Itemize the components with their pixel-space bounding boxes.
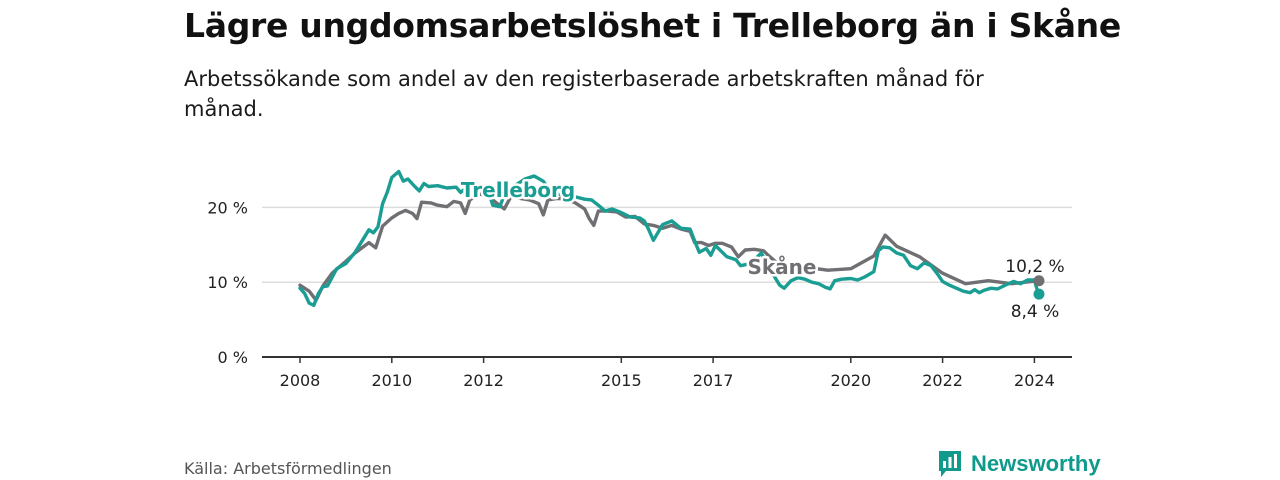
chart-title: Lägre ungdomsarbetslöshet i Trelleborg ä… [184,6,1121,45]
x-tick-label: 2015 [601,371,642,390]
x-tick-label: 2017 [693,371,734,390]
chart-subtitle: Arbetssökande som andel av den registerb… [184,67,984,121]
y-tick-label: 0 % [218,348,248,367]
series-label-trelleborg: Trelleborg [461,178,575,202]
x-tick-label: 2008 [280,371,321,390]
x-tick-label: 2024 [1014,371,1055,390]
series-line-trelleborg [298,169,1041,308]
x-tick-label: 2022 [922,371,963,390]
newsworthy-logo-icon [939,451,961,477]
series-label-skane: Skåne [747,255,816,279]
x-tick-label: 2012 [463,371,504,390]
value-label-skane: 10,2 % [1005,257,1064,277]
brand-name: Newsworthy [971,451,1101,476]
endpoint-marker-trelleborg [1033,288,1045,300]
value-label-trelleborg: 8,4 % [1011,302,1060,322]
source-note: Källa: Arbetsförmedlingen [184,459,392,478]
series-label-skane-halo: Skåne [747,255,816,279]
y-tick-label: 20 % [207,198,248,217]
series-line-skane-continued [767,233,1040,286]
x-tick-label: 2010 [371,371,412,390]
endpoint-marker-skane [1033,275,1045,287]
brand-logo[interactable]: Newsworthy [937,449,1101,479]
x-tick-label: 2020 [830,371,871,390]
y-tick-label: 10 % [207,273,248,292]
series-label-trelleborg-halo: Trelleborg [461,178,575,202]
